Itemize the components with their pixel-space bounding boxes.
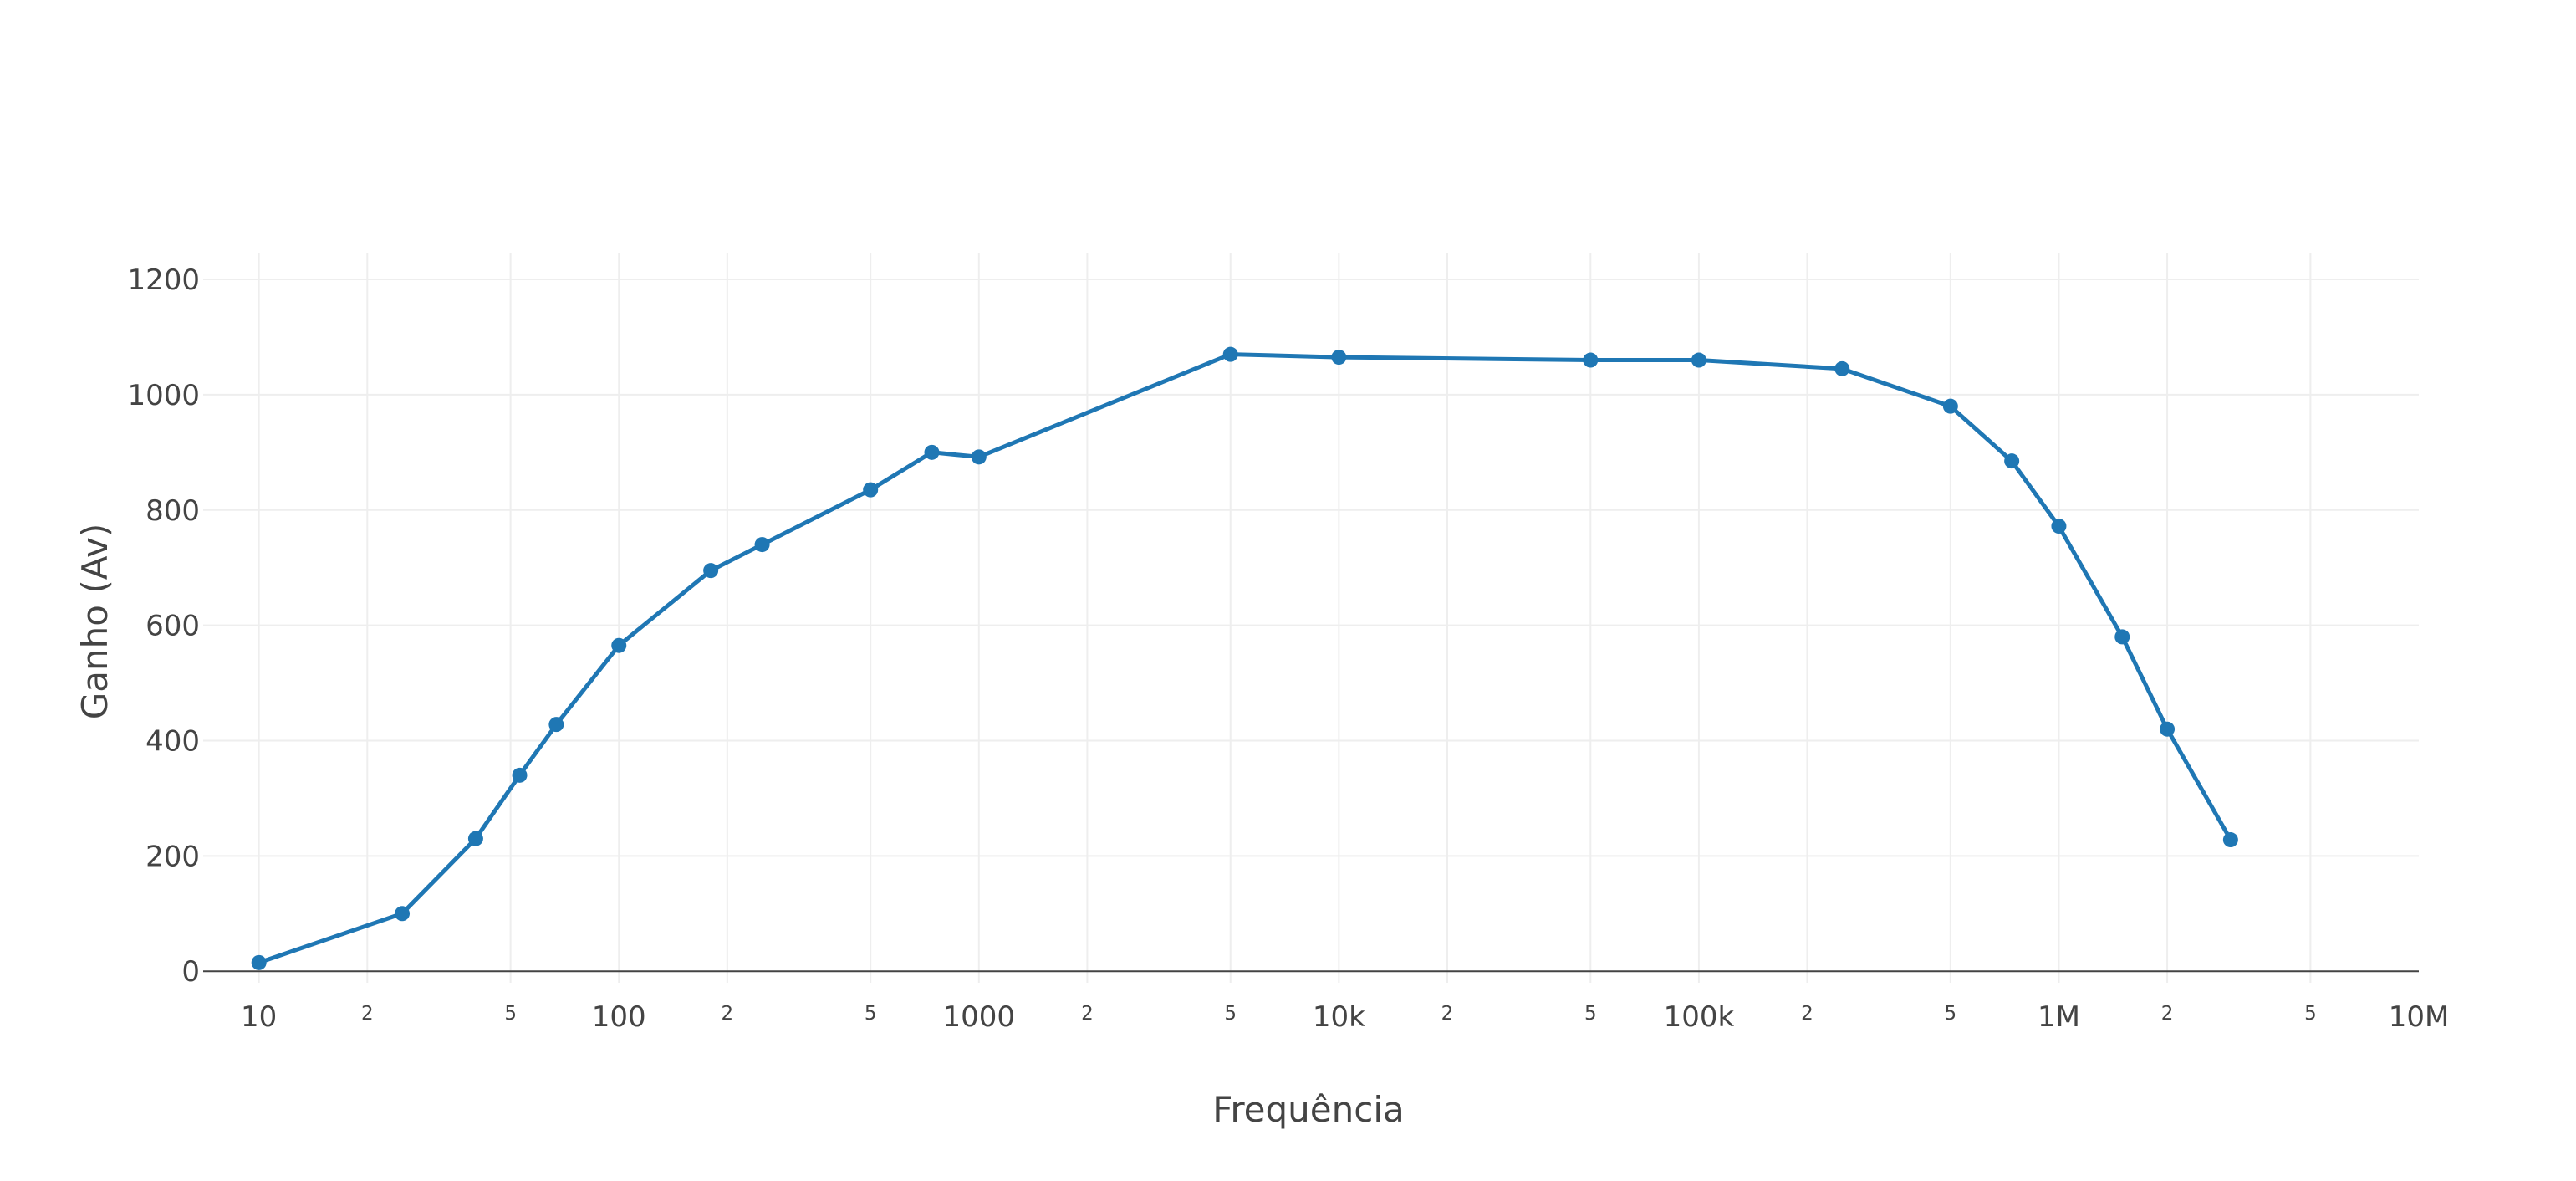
- data-point: [2114, 629, 2130, 645]
- y-tick-label: 600: [145, 610, 200, 643]
- x-tick-label: 10: [241, 1000, 277, 1034]
- data-point: [1222, 346, 1238, 362]
- data-point: [2051, 519, 2067, 534]
- data-point: [2160, 721, 2176, 737]
- data-point: [1834, 360, 1850, 376]
- y-axis-title: Ganho (Av): [74, 524, 115, 719]
- x-minor-tick-label: 2: [1801, 1003, 1813, 1025]
- x-minor-tick-label: 2: [722, 1003, 734, 1025]
- data-point: [1942, 398, 1958, 414]
- x-minor-tick-label: 5: [1584, 1003, 1597, 1025]
- data-point: [512, 767, 528, 783]
- data-point: [2222, 832, 2238, 848]
- data-point: [863, 482, 879, 498]
- x-minor-tick-label: 5: [1224, 1003, 1237, 1025]
- y-tick-label: 1000: [127, 379, 200, 412]
- x-axis-title: Frequência: [1212, 1089, 1405, 1130]
- gridlines: [203, 253, 2419, 983]
- data-point: [1331, 350, 1347, 366]
- series: [257, 352, 2233, 965]
- x-tick-label: 10M: [2389, 1000, 2450, 1034]
- y-tick-label: 800: [145, 494, 200, 528]
- markers: [251, 346, 2238, 970]
- data-point: [703, 563, 719, 579]
- y-tick-label: 200: [145, 840, 200, 873]
- y-tick-label: 400: [145, 724, 200, 758]
- x-minor-tick-label: 5: [865, 1003, 877, 1025]
- x-minor-tick-label: 2: [1081, 1003, 1094, 1025]
- data-point: [924, 444, 940, 460]
- x-minor-tick-label: 2: [2161, 1003, 2174, 1025]
- data-point: [754, 537, 770, 553]
- y-tick-label: 0: [181, 955, 200, 989]
- axes: 0 200 400 600 800 1000 1200 10 100 1000 10k 100k 1M 1…: [127, 263, 2449, 1034]
- data-point: [395, 906, 411, 922]
- x-minor-tick-label: 2: [1441, 1003, 1454, 1025]
- series-line: [257, 352, 2233, 965]
- y-tick-label: 1200: [127, 263, 200, 297]
- data-point: [2004, 453, 2020, 469]
- x-tick-label: 100k: [1664, 1000, 1735, 1034]
- x-tick-label: 1000: [943, 1000, 1016, 1034]
- data-point: [467, 831, 483, 846]
- data-point: [611, 637, 627, 653]
- data-point: [971, 449, 987, 465]
- x-minor-tick-label: 5: [2304, 1003, 2317, 1025]
- data-point: [1583, 352, 1599, 368]
- x-tick-label: 100: [592, 1000, 646, 1034]
- x-minor-tick-label: 2: [361, 1003, 374, 1025]
- data-point: [251, 954, 267, 970]
- x-tick-label: 1M: [2038, 1000, 2080, 1034]
- x-minor-tick-label: 5: [504, 1003, 517, 1025]
- data-point: [1691, 352, 1706, 368]
- x-minor-tick-label: 5: [1945, 1003, 1957, 1025]
- data-point: [548, 717, 564, 733]
- x-tick-label: 10k: [1313, 1000, 1365, 1034]
